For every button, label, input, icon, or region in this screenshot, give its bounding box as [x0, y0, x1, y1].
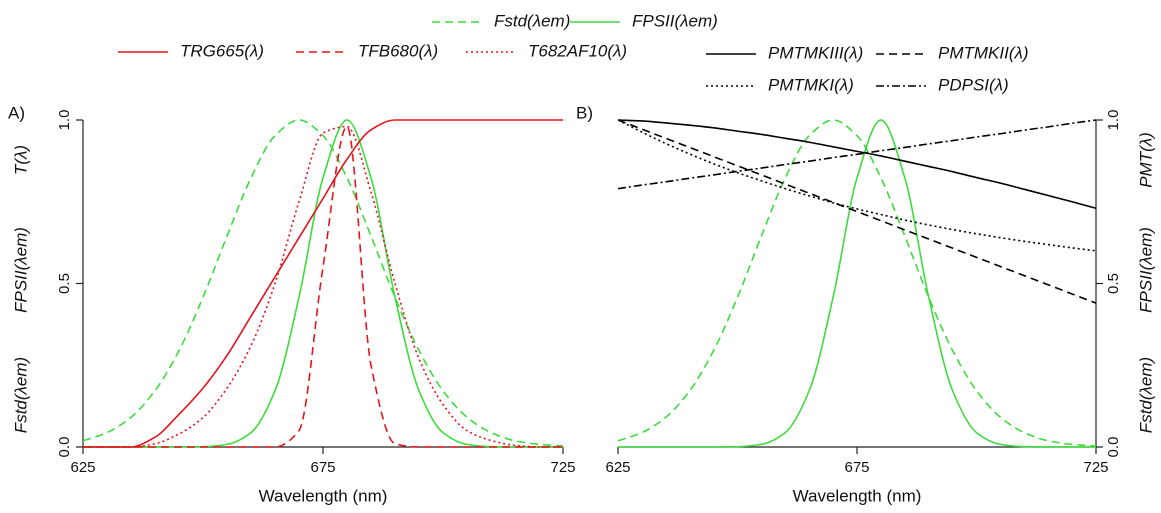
y-tick-label: 0.5: [1105, 273, 1122, 294]
y-tick-label: 1.0: [1105, 110, 1122, 131]
y-tick-label: 0.0: [56, 437, 73, 458]
y-axis-label: Fstd(λem): [11, 357, 30, 433]
y-axis-label: Fstd(λem): [1136, 357, 1155, 433]
x-axis-label: Wavelength (nm): [259, 486, 388, 505]
y-tick-label: 1.0: [56, 110, 73, 131]
series-line: [618, 119, 1096, 447]
y-axis-label: FPSII(λem): [1136, 227, 1155, 313]
series-line: [618, 119, 1096, 304]
plot-area: [618, 119, 1096, 448]
series-line: [83, 119, 563, 447]
legend-label: FPSII(λem): [632, 11, 718, 30]
x-tick-label: 625: [70, 459, 95, 476]
legend-label: Fstd(λem): [494, 11, 570, 30]
y-axis-label: T(λ): [11, 145, 30, 175]
legend-label: TFB680(λ): [358, 41, 438, 60]
y-tick-label: 0.0: [1105, 437, 1122, 458]
legend-label: PMTMKI(λ): [768, 75, 854, 94]
panel-label: B): [576, 103, 593, 122]
series-line: [618, 119, 1096, 252]
plot-area: [83, 119, 563, 448]
series-line: [83, 125, 563, 448]
legend-label: T682AF10(λ): [528, 41, 627, 60]
y-axis-label: PMT(λ): [1136, 132, 1155, 188]
series-line: [83, 119, 563, 448]
series-line: [83, 119, 563, 448]
panel-label: A): [8, 103, 25, 122]
x-tick-label: 625: [605, 459, 630, 476]
y-axis-label: FPSII(λem): [11, 227, 30, 313]
series-line: [83, 125, 563, 448]
legend-label: PMTMKII(λ): [938, 43, 1029, 62]
legend-label: TRG665(λ): [180, 41, 264, 60]
legend-label: PDPSI(λ): [938, 75, 1009, 94]
x-tick-label: 675: [310, 459, 335, 476]
x-tick-label: 725: [550, 459, 575, 476]
legend-label: PMTMKIII(λ): [768, 43, 863, 62]
x-tick-label: 675: [844, 459, 869, 476]
series-line: [618, 119, 1096, 190]
y-tick-label: 0.5: [56, 273, 73, 294]
x-axis-label: Wavelength (nm): [793, 486, 922, 505]
series-line: [618, 119, 1096, 210]
x-tick-label: 725: [1083, 459, 1108, 476]
series-line: [618, 119, 1096, 448]
